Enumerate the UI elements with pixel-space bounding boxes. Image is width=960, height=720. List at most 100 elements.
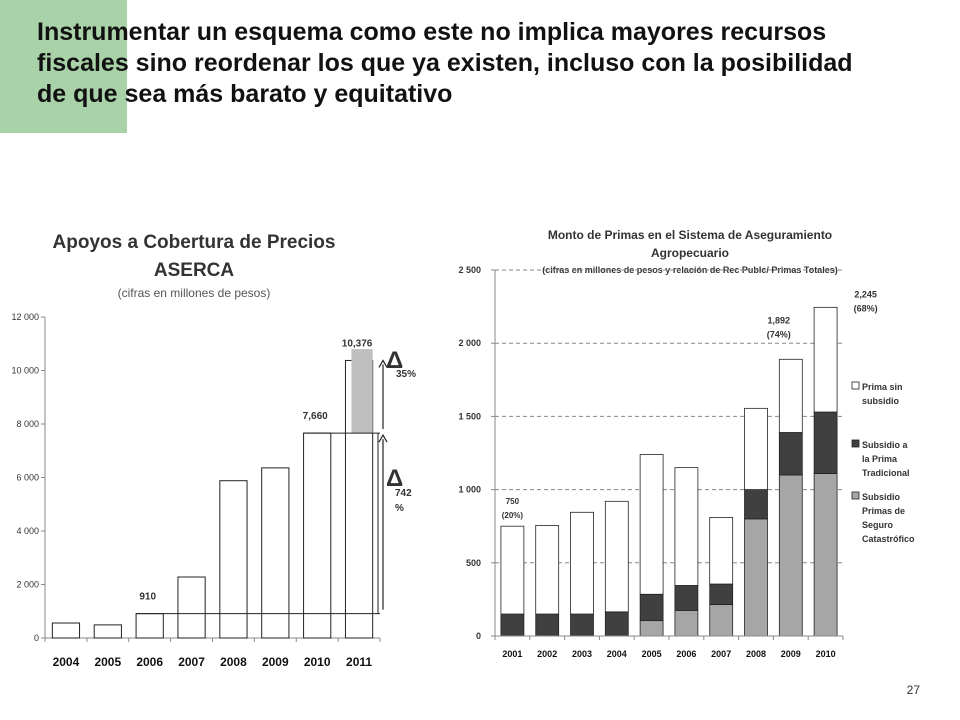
slide-title: Instrumentar un esquema como este no imp… <box>37 17 937 110</box>
delta-symbol: Δ <box>386 347 403 374</box>
stacked-bar-segment <box>778 358 803 433</box>
annotation-742pct: 742 <box>395 488 412 499</box>
y-tick-label: 10 000 <box>11 366 39 376</box>
y-tick-label: 1 500 <box>458 411 481 421</box>
legend-label: Subsidio <box>862 492 901 502</box>
bar <box>219 480 248 639</box>
annotation-35pct: 35% <box>396 369 416 380</box>
legend-label: Primas de <box>862 506 905 516</box>
legend-label: Catastrófico <box>862 534 915 544</box>
legend-swatch <box>851 491 860 500</box>
stacked-bar-segment <box>604 500 629 613</box>
data-label: 10,376 <box>342 338 373 349</box>
legend-swatch <box>851 381 860 390</box>
stacked-bar-segment <box>500 525 525 615</box>
x-tick-label: 2003 <box>572 649 592 659</box>
legend-swatch <box>851 439 860 448</box>
bar <box>93 624 122 639</box>
stacked-bar-segment <box>535 525 560 615</box>
x-tick-label: 2007 <box>178 655 205 669</box>
delta-symbol: Δ <box>386 465 403 492</box>
x-tick-label: 2001 <box>502 649 522 659</box>
legend-label: Tradicional <box>862 468 910 478</box>
bar <box>303 432 332 639</box>
x-tick-label: 2011 <box>346 655 372 669</box>
stacked-bar-segment <box>709 583 734 605</box>
y-tick-label: 8 000 <box>16 419 39 429</box>
legend-label: Seguro <box>862 520 894 530</box>
stacked-bar-segment <box>709 517 734 585</box>
title-line: fiscales sino reordenar los que ya exist… <box>37 49 853 77</box>
x-tick-label: 2007 <box>711 649 731 659</box>
y-tick-label: 0 <box>34 633 39 643</box>
y-tick-label: 4 000 <box>16 526 39 536</box>
stacked-bar-segment <box>744 489 768 520</box>
legend-label: Prima sin <box>862 382 903 392</box>
chart2-subtitle: (cifras en millones de pesos y relación … <box>542 265 837 275</box>
bar <box>261 467 290 639</box>
x-tick-label: 2002 <box>537 649 557 659</box>
x-tick-label: 2008 <box>220 655 247 669</box>
x-tick-label: 2005 <box>94 655 121 669</box>
x-tick-label: 2009 <box>781 649 801 659</box>
stacked-bar-segment <box>674 467 699 586</box>
y-tick-label: 2 000 <box>458 338 481 348</box>
chart1-subtitle: (cifras en millones de pesos) <box>118 286 271 300</box>
chart2-title-line2: Agropecuario <box>651 246 729 260</box>
annotation-742pct: % <box>395 503 404 514</box>
data-label: 910 <box>139 592 156 603</box>
stacked-bar-segment <box>535 613 560 637</box>
data-label: (68%) <box>854 303 878 313</box>
stacked-bar-segment <box>744 407 768 491</box>
legend-label: la Prima <box>862 454 898 464</box>
bar <box>135 613 164 639</box>
y-tick-label: 500 <box>466 558 481 568</box>
stacked-bar-segment <box>813 473 838 637</box>
arrowhead <box>378 359 388 368</box>
x-tick-label: 2006 <box>136 655 163 669</box>
x-tick-label: 2006 <box>676 649 696 659</box>
bar-increase-highlight <box>351 349 373 434</box>
stacked-bar-segment <box>570 613 594 637</box>
stacked-bar-segment <box>813 306 838 413</box>
x-tick-label: 2010 <box>816 649 836 659</box>
stacked-bar-segment <box>570 511 594 615</box>
legend-label: Subsidio a <box>862 440 909 450</box>
stacked-bar-segment <box>744 518 768 637</box>
y-tick-label: 12 000 <box>11 312 39 322</box>
bar <box>51 622 81 639</box>
title-line: Instrumentar un esquema como este no imp… <box>37 18 827 46</box>
x-tick-label: 2008 <box>746 649 766 659</box>
legend-label: subsidio <box>862 396 900 406</box>
stacked-bar-segment <box>604 611 629 637</box>
accent-block <box>0 0 127 133</box>
stacked-bar-segment <box>709 604 734 637</box>
x-tick-label: 2005 <box>642 649 662 659</box>
page-number: 27 <box>906 683 920 697</box>
x-tick-label: 2004 <box>607 649 627 659</box>
stacked-bar-segment <box>639 593 664 622</box>
y-tick-label: 1 000 <box>458 485 481 495</box>
data-label: 750 <box>506 497 520 506</box>
chart1-title-line1: Apoyos a Cobertura de Precios <box>53 232 336 253</box>
aserca-bar-chart: Apoyos a Cobertura de Precios ASERCA (ci… <box>11 232 416 669</box>
stacked-bar-segment <box>639 454 664 595</box>
y-tick-label: 0 <box>476 631 481 641</box>
data-label: 1,892 <box>768 315 791 325</box>
data-label: (74%) <box>767 329 791 339</box>
data-label: 7,660 <box>303 411 328 422</box>
stacked-bar-segment <box>674 609 699 637</box>
data-label: (20%) <box>502 511 524 520</box>
y-tick-label: 6 000 <box>16 473 39 483</box>
stacked-bar-segment <box>813 411 838 474</box>
stacked-bar-segment <box>674 585 699 611</box>
primas-stacked-chart: Monto de Primas en el Sistema de Asegura… <box>458 228 915 659</box>
data-label: 2,245 <box>854 289 877 299</box>
x-tick-label: 2009 <box>262 655 289 669</box>
y-tick-label: 2 000 <box>16 580 39 590</box>
y-tick-label: 2 500 <box>458 265 481 275</box>
arrowhead <box>378 433 388 443</box>
x-tick-label: 2010 <box>304 655 331 669</box>
stacked-bar-segment <box>639 620 664 637</box>
bar <box>177 576 206 639</box>
